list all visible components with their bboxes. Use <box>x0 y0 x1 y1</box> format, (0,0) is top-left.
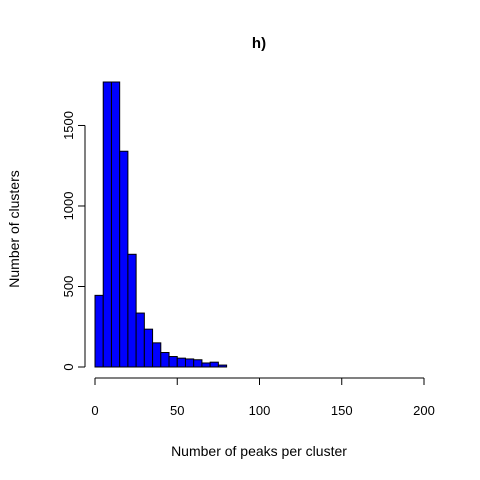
histogram-bar <box>152 342 162 368</box>
x-tick-label: 150 <box>331 403 353 418</box>
histogram-bar <box>143 328 154 368</box>
y-axis-label: Number of clusters <box>6 170 22 287</box>
x-tick-label: 100 <box>249 403 271 418</box>
histogram-bar <box>209 361 219 368</box>
chart-title: h) <box>252 35 266 52</box>
histogram-bar <box>201 362 211 368</box>
bars-group <box>94 81 228 368</box>
histogram-bar <box>217 364 228 368</box>
y-tick-label: 1000 <box>61 192 76 221</box>
y-tick-label: 1500 <box>61 111 76 140</box>
y-tick-label: 500 <box>61 276 76 298</box>
histogram-bar <box>193 359 203 368</box>
y-tick-label: 0 <box>61 363 76 370</box>
x-tick-label: 200 <box>413 403 435 418</box>
histogram-bar <box>127 253 137 368</box>
histogram-bar <box>168 356 178 368</box>
histogram-bar <box>135 312 145 368</box>
histogram-bar <box>102 81 112 368</box>
x-axis: 0 50 100 150 200 <box>91 377 435 418</box>
histogram-bar <box>160 352 170 368</box>
histogram-bar <box>119 150 129 368</box>
histogram-bar <box>110 81 121 368</box>
histogram-bar <box>176 357 186 368</box>
x-axis-label: Number of peaks per cluster <box>171 443 347 459</box>
y-axis: 0 500 1000 1500 <box>61 111 86 371</box>
histogram-bar <box>94 294 104 368</box>
x-tick-label: 0 <box>91 403 98 418</box>
x-tick-label: 50 <box>170 403 184 418</box>
histogram-bar <box>184 358 195 368</box>
